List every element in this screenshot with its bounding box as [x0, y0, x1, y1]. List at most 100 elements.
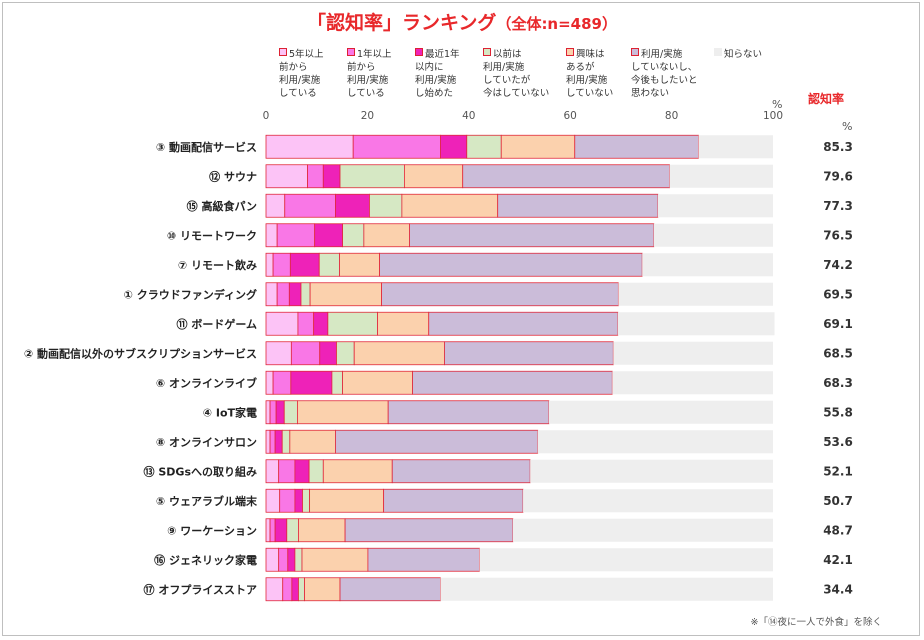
category-label: ⑤ ウェアラブル端末: [156, 494, 258, 508]
bar-segment: [335, 193, 370, 218]
bar-segment: [574, 134, 699, 159]
title-subtitle: （全体:n=489）: [496, 15, 617, 33]
category-label: ⑩ リモートワーク: [167, 229, 257, 242]
bar-segment: [289, 252, 320, 277]
bar-segment: [298, 577, 305, 602]
chart-title: 「認知率」ランキング（全体:n=489）: [0, 8, 924, 35]
bar-segment: [308, 459, 324, 484]
legend-item: 興味は あるが 利用/実施 していない: [566, 48, 613, 100]
bar-segment: [298, 518, 346, 543]
bar-segment: [363, 223, 410, 248]
category-label: ⑮ 高級食パン: [187, 199, 257, 213]
bar-segment: [297, 400, 389, 425]
bar-segment: [265, 400, 271, 425]
awareness-rate-value: 85.3: [823, 140, 853, 154]
bar-segment: [613, 341, 773, 365]
bar-segment: [466, 134, 502, 159]
legend-swatch: [347, 48, 355, 56]
x-tick-label: 20: [361, 110, 374, 122]
bar-segment: [612, 371, 773, 395]
bar-segment: [339, 164, 405, 189]
bar-segment: [331, 370, 343, 395]
awareness-rate-value: 50.7: [823, 494, 853, 508]
bar-segment: [462, 164, 670, 189]
awareness-rate-value: 77.3: [823, 199, 853, 213]
bar-segment: [265, 370, 274, 395]
bar-segment: [618, 282, 773, 306]
bar-segment: [377, 311, 430, 336]
legend-item: 最近1年 以内に 利用/実施 し始めた: [415, 48, 460, 100]
bar-segment: [342, 223, 365, 248]
bar-segment: [537, 430, 773, 454]
bar-segment: [288, 282, 302, 307]
bar-segment: [352, 134, 441, 159]
bar-segment: [479, 548, 773, 572]
category-label: ④ IoT家電: [203, 405, 257, 419]
bar-segment: [523, 489, 773, 513]
bar-segment: [300, 282, 311, 307]
legend-label: 利用/実施 していないし、 今後もしたいと 思わない: [631, 49, 698, 99]
bar-segment: [272, 252, 291, 277]
bar-segment: [339, 252, 380, 277]
awareness-rate-unit: %: [842, 120, 853, 133]
bar-segment: [276, 223, 316, 248]
bar-segment: [265, 282, 278, 307]
bar-segment: [289, 429, 336, 454]
bar-segment: [265, 223, 278, 248]
bar-segment: [291, 577, 299, 602]
legend-swatch: [631, 48, 639, 56]
bar-segment: [265, 311, 299, 336]
bar-segment: [287, 547, 296, 572]
bar-segment: [319, 341, 337, 366]
category-label: ⑥ オンラインライブ: [156, 376, 257, 390]
awareness-rate-value: 69.5: [823, 287, 853, 301]
legend-label: 5年以上 前から 利用/実施 している: [279, 49, 324, 99]
awareness-rate-value: 69.1: [823, 317, 853, 331]
bar-segment: [379, 252, 643, 277]
bar-segment: [286, 518, 299, 543]
bar-segment: [265, 488, 281, 513]
legend-swatch: [483, 48, 491, 56]
bar-segment: [497, 193, 659, 218]
legend-swatch: [415, 48, 423, 56]
category-label: ② 動画配信以外のサブスクリプションサービス: [24, 346, 257, 360]
bar-segment: [313, 311, 329, 336]
category-label: ⑬ SDGsへの取り組み: [144, 464, 257, 478]
bar-segment: [309, 488, 385, 513]
legend-item: 5年以上 前から 利用/実施 している: [279, 48, 324, 100]
awareness-rate-value: 76.5: [823, 228, 853, 242]
bar-segment: [275, 400, 285, 425]
category-label: ⑰ オフプライスストア: [144, 582, 258, 596]
bar-segment: [440, 134, 468, 159]
bar-segment: [265, 134, 354, 159]
bar-segment: [294, 459, 310, 484]
awareness-rate-value: 52.1: [823, 464, 853, 478]
bar-segment: [617, 312, 775, 336]
legend-item: 1年以上 前から 利用/実施 している: [347, 48, 392, 100]
x-tick-label: 100: [763, 110, 783, 122]
bar-segment: [265, 193, 286, 218]
legend-label: 1年以上 前から 利用/実施 している: [347, 49, 392, 99]
legend-item: 知らない: [714, 48, 762, 61]
bar-segment: [265, 164, 308, 189]
legend-swatch: [279, 48, 287, 56]
bar-segment: [301, 547, 369, 572]
bar-segment: [381, 282, 619, 307]
bar-segment: [279, 488, 296, 513]
bar-segment: [290, 370, 333, 395]
category-label: ⑫ サウナ: [209, 169, 257, 183]
bar-segment: [512, 518, 773, 542]
bar-segment: [302, 488, 311, 513]
bar-segment: [269, 429, 276, 454]
bar-segment: [353, 341, 445, 366]
bar-segment: [265, 518, 271, 543]
bar-segment: [269, 518, 276, 543]
bar-segment: [391, 459, 531, 484]
bar-segment: [307, 164, 324, 189]
bar-segment: [265, 547, 280, 572]
bar-segment: [290, 341, 321, 366]
awareness-rate-value: 48.7: [823, 523, 853, 537]
bar-segment: [653, 223, 773, 247]
bar-segment: [404, 164, 464, 189]
